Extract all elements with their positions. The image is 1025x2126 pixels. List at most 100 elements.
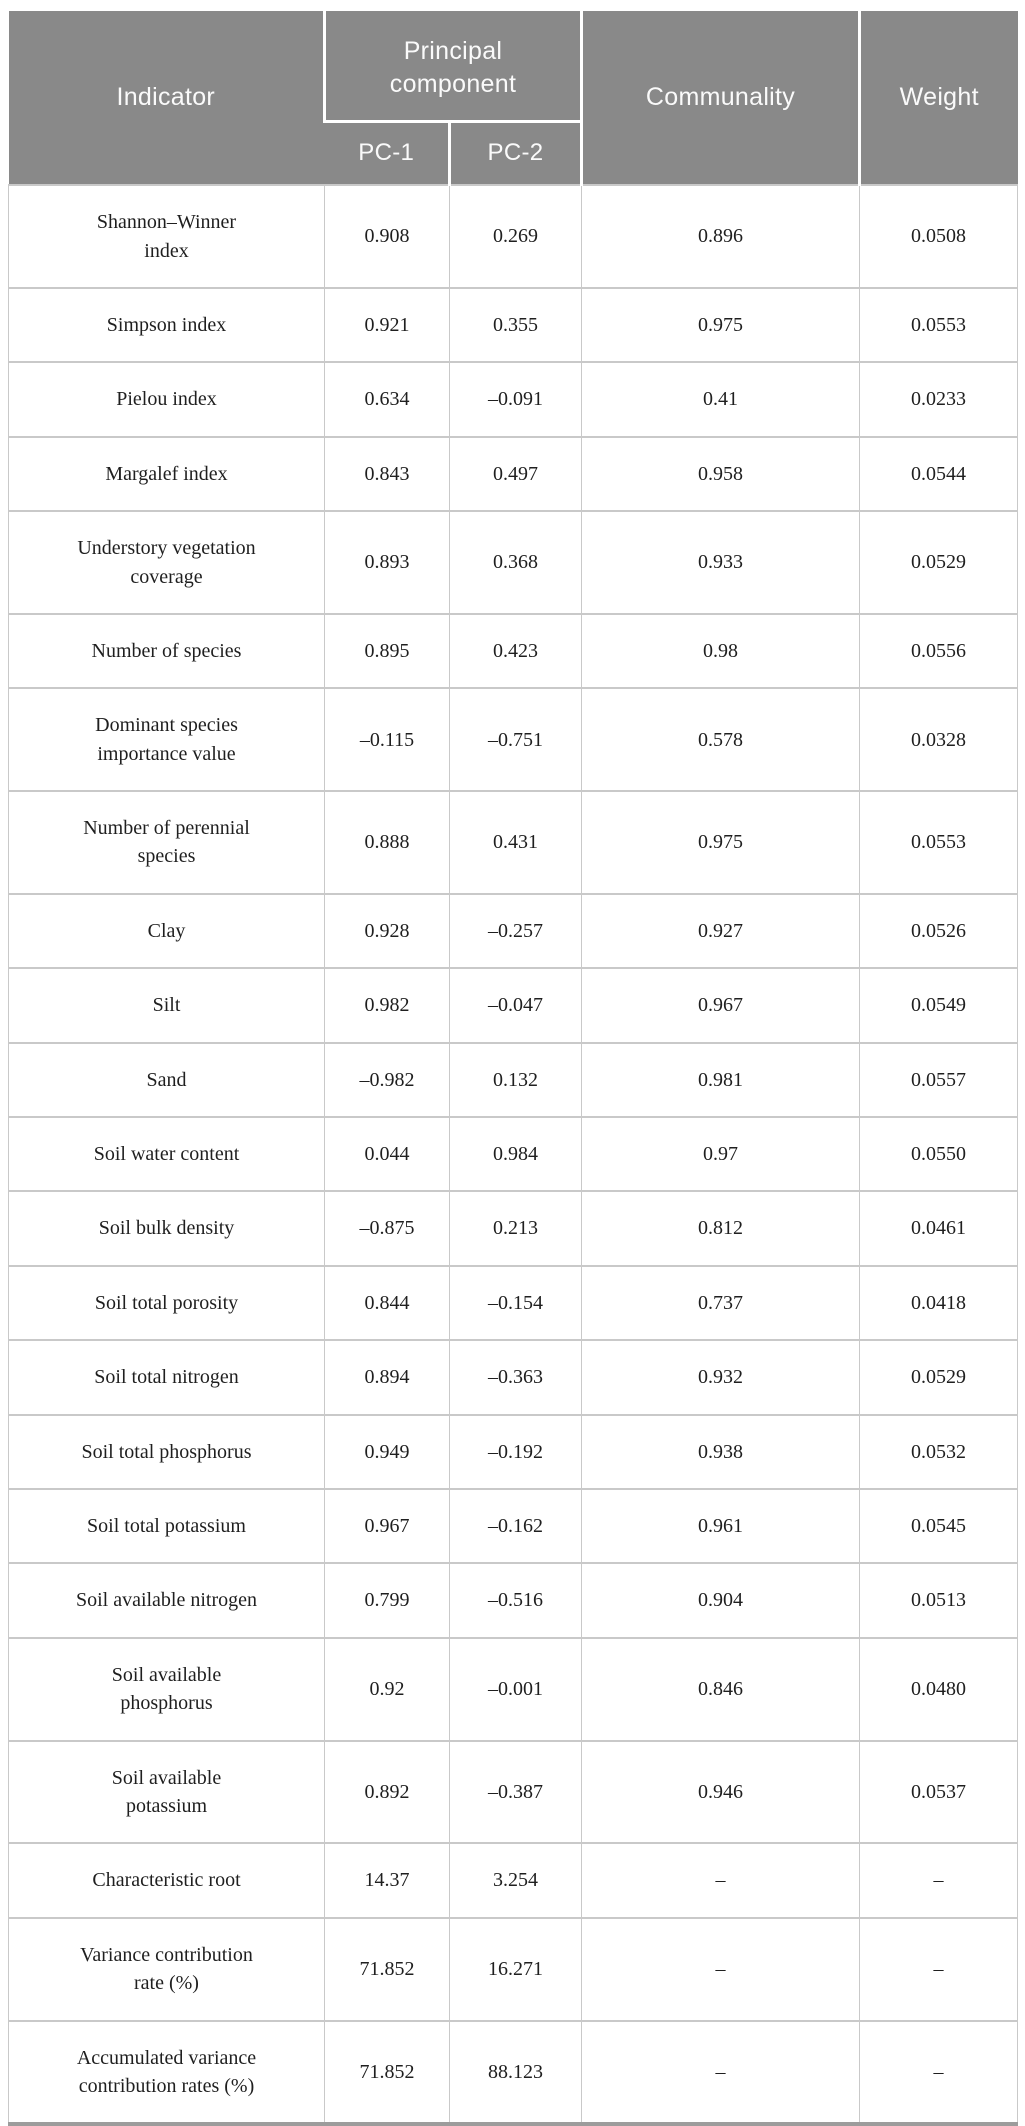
table-row: Soil total phosphorus 0.949 –0.192 0.938 0.0… [8, 1413, 1018, 1491]
indicator-cell: Soil available phosphorus [8, 1636, 325, 1742]
pc2-cell: 0.132 [449, 1041, 582, 1119]
table-row: Sand –0.982 0.132 0.981 0.0557 [8, 1041, 1018, 1119]
pc2-cell: –0.387 [449, 1739, 582, 1845]
pc1-cell: 0.967 [324, 1487, 450, 1565]
weight-cell: 0.0532 [859, 1413, 1018, 1491]
indicator-cell: Dominant species importance value [8, 687, 325, 793]
communality-cell: 0.975 [581, 286, 860, 364]
pc1-cell: 0.888 [324, 790, 450, 895]
pc1-cell: –0.115 [324, 687, 450, 793]
pc2-cell: –0.091 [449, 361, 582, 438]
weight-cell: 0.0461 [859, 1190, 1018, 1267]
indicator-cell: Simpson index [8, 286, 325, 364]
table-row: Clay 0.928 –0.257 0.927 0.0526 [8, 892, 1018, 970]
weight-cell: 0.0526 [859, 892, 1018, 970]
pc1-cell: 71.852 [324, 2019, 450, 2126]
pc2-cell: –0.047 [449, 967, 582, 1044]
table-body: Shannon–Winner index 0.908 0.269 0.896 0.050… [8, 184, 1018, 2126]
pc1-cell: 0.894 [324, 1339, 450, 1416]
indicator-cell: Pielou index [8, 361, 325, 438]
pc2-cell: 0.269 [449, 184, 582, 289]
indicator-cell: Understory vegetation coverage [8, 510, 325, 615]
indicator-cell: Soil bulk density [8, 1190, 325, 1267]
pc1-cell: 0.844 [324, 1264, 450, 1342]
header-row-2: PC-1 PC-2 [9, 121, 1018, 186]
communality-cell: 0.578 [581, 687, 860, 793]
weight-cell: 0.0550 [859, 1116, 1018, 1193]
pc1-cell: 0.895 [324, 612, 450, 690]
weight-cell: 0.0513 [859, 1562, 1018, 1639]
communality-cell: 0.904 [581, 1562, 860, 1639]
communality-cell: 0.933 [581, 510, 860, 615]
table-row: Soil available potassium 0.892 –0.387 0.946… [8, 1739, 1018, 1845]
pc2-cell: –0.162 [449, 1487, 582, 1565]
pc2-cell: 0.423 [449, 612, 582, 690]
indicator-cell: Soil total nitrogen [8, 1339, 325, 1416]
indicator-cell: Number of species [8, 612, 325, 690]
weight-cell: 0.0544 [859, 435, 1018, 513]
indicator-cell: Clay [8, 892, 325, 970]
column-header-weight: Weight [858, 11, 1018, 186]
pc1-cell: 0.949 [324, 1413, 450, 1491]
weight-cell: 0.0545 [859, 1487, 1018, 1565]
weight-cell: 0.0557 [859, 1041, 1018, 1119]
table-row: Soil water content 0.044 0.984 0.97 0.0550 [8, 1116, 1018, 1193]
weight-cell: 0.0556 [859, 612, 1018, 690]
weight-cell: 0.0328 [859, 687, 1018, 793]
indicator-cell: Soil total porosity [8, 1264, 325, 1342]
communality-cell: 0.946 [581, 1739, 860, 1845]
column-header-pc1: PC-1 [324, 121, 450, 186]
pc1-cell: –0.982 [324, 1041, 450, 1119]
communality-cell: 0.896 [581, 184, 860, 289]
pc2-cell: 0.368 [449, 510, 582, 615]
weight-cell: 0.0537 [859, 1739, 1018, 1845]
weight-cell: 0.0418 [859, 1264, 1018, 1342]
pc2-cell: 88.123 [449, 2019, 582, 2126]
pc1-cell: 0.044 [324, 1116, 450, 1193]
weight-cell: – [859, 1916, 1018, 2022]
pc2-cell: 0.213 [449, 1190, 582, 1267]
communality-cell: 0.737 [581, 1264, 860, 1342]
table-row: Variance contribution rate (%) 71.852 16.2… [8, 1916, 1018, 2022]
indicator-cell: Soil total phosphorus [8, 1413, 325, 1491]
communality-cell: – [581, 1916, 860, 2022]
communality-cell: 0.967 [581, 967, 860, 1044]
pc2-cell: 0.431 [449, 790, 582, 895]
column-header-communality: Communality [580, 11, 860, 186]
indicator-cell: Sand [8, 1041, 325, 1119]
pc1-cell: 0.92 [324, 1636, 450, 1742]
indicator-cell: Margalef index [8, 435, 325, 513]
weight-cell: 0.0553 [859, 286, 1018, 364]
pc1-cell: 0.843 [324, 435, 450, 513]
communality-cell: 0.975 [581, 790, 860, 895]
communality-cell: 0.961 [581, 1487, 860, 1565]
weight-cell: 0.0529 [859, 1339, 1018, 1416]
indicator-cell: Soil water content [8, 1116, 325, 1193]
pc1-cell: 0.634 [324, 361, 450, 438]
column-header-pc2: PC-2 [448, 121, 582, 186]
pc1-cell: 71.852 [324, 1916, 450, 2022]
pc2-cell: –0.257 [449, 892, 582, 970]
indicator-cell: Shannon–Winner index [8, 184, 325, 289]
table-row: Silt 0.982 –0.047 0.967 0.0549 [8, 967, 1018, 1044]
weight-cell: 0.0549 [859, 967, 1018, 1044]
indicator-cell: Soil total potassium [8, 1487, 325, 1565]
pca-table-container: Indicator Principal component Communalit… [8, 11, 1018, 2126]
table-row: Number of perennial species 0.888 0.431 0.9… [8, 790, 1018, 895]
table-row: Pielou index 0.634 –0.091 0.41 0.0233 [8, 361, 1018, 438]
communality-cell: 0.938 [581, 1413, 860, 1491]
table-row: Soil total nitrogen 0.894 –0.363 0.932 0.052… [8, 1339, 1018, 1416]
pc2-cell: –0.751 [449, 687, 582, 793]
table-row: Dominant species importance value –0.115–… [8, 687, 1018, 793]
indicator-cell: Number of perennial species [8, 790, 325, 895]
pc1-cell: 0.928 [324, 892, 450, 970]
communality-cell: 0.927 [581, 892, 860, 970]
communality-cell: – [581, 1842, 860, 1919]
table-row: Soil available nitrogen 0.799 –0.516 0.904 0… [8, 1562, 1018, 1639]
communality-cell: – [581, 2019, 860, 2126]
pca-indicator-table: Indicator Principal component Communalit… [8, 11, 1018, 2126]
weight-cell: 0.0233 [859, 361, 1018, 438]
indicator-cell: Silt [8, 967, 325, 1044]
table-row: Soil available phosphorus 0.92 –0.001 0.846… [8, 1636, 1018, 1742]
pc1-cell: 0.982 [324, 967, 450, 1044]
